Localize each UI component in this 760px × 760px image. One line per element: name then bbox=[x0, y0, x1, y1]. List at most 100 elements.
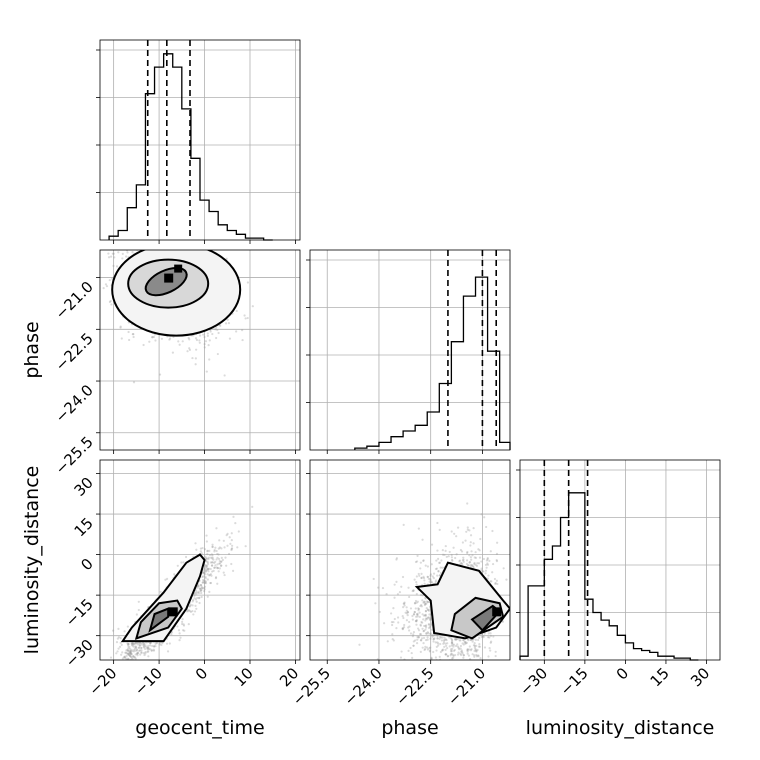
scatter-point bbox=[426, 575, 429, 579]
scatter-point bbox=[466, 652, 469, 655]
scatter-point bbox=[136, 652, 139, 655]
scatter-point bbox=[154, 339, 157, 342]
scatter-point bbox=[237, 530, 240, 533]
scatter-point bbox=[473, 649, 476, 653]
scatter-point bbox=[464, 642, 467, 645]
scatter-point bbox=[182, 561, 185, 564]
scatter-point bbox=[478, 556, 482, 559]
scatter-point bbox=[198, 339, 201, 342]
scatter-point bbox=[401, 627, 404, 630]
scatter-point bbox=[412, 631, 416, 634]
scatter-point bbox=[211, 570, 214, 573]
scatter-point bbox=[152, 648, 155, 651]
scatter-point bbox=[472, 644, 476, 647]
scatter-point bbox=[466, 648, 469, 652]
scatter-point bbox=[428, 649, 432, 652]
scatter-point bbox=[139, 653, 142, 656]
scatter-point bbox=[422, 576, 426, 580]
scatter-point bbox=[132, 643, 135, 646]
scatter-point bbox=[209, 573, 212, 576]
scatter-geocent_time-luminosity_distance bbox=[109, 505, 254, 660]
scatter-point bbox=[395, 557, 398, 560]
scatter-point bbox=[181, 622, 184, 626]
scatter-point bbox=[401, 575, 405, 579]
scatter-point bbox=[422, 629, 425, 633]
scatter-point bbox=[199, 583, 202, 587]
scatter-point bbox=[118, 645, 122, 648]
scatter-point bbox=[206, 595, 209, 598]
scatter-point bbox=[228, 536, 231, 539]
scatter-point bbox=[494, 581, 497, 585]
scatter-point bbox=[227, 322, 231, 325]
scatter-point bbox=[134, 646, 137, 649]
scatter-point bbox=[217, 331, 220, 335]
scatter-point bbox=[422, 601, 425, 604]
scatter-point bbox=[127, 652, 130, 655]
scatter-point bbox=[482, 557, 485, 561]
scatter-point bbox=[219, 564, 223, 567]
scatter-point bbox=[127, 653, 130, 656]
scatter-point bbox=[194, 357, 197, 360]
scatter-point bbox=[140, 646, 143, 650]
scatter-point bbox=[130, 653, 133, 656]
scatter-point bbox=[171, 351, 174, 354]
scatter-point bbox=[218, 567, 221, 570]
scatter-point bbox=[127, 653, 131, 657]
scatter-point bbox=[465, 562, 468, 566]
scatter-point bbox=[123, 630, 126, 633]
scatter-point bbox=[120, 337, 123, 340]
scatter-point bbox=[146, 647, 149, 650]
scatter-point bbox=[128, 654, 132, 658]
scatter-point bbox=[225, 257, 228, 260]
scatter-point bbox=[224, 322, 228, 325]
scatter-point bbox=[173, 573, 176, 576]
scatter-point bbox=[461, 652, 464, 655]
scatter-point bbox=[204, 555, 207, 558]
scatter-point bbox=[420, 637, 424, 640]
scatter-point bbox=[126, 251, 129, 254]
scatter-point bbox=[436, 637, 439, 640]
density-peak bbox=[168, 607, 178, 617]
scatter-point bbox=[372, 577, 375, 581]
scatter-point bbox=[183, 629, 186, 632]
scatter-point bbox=[154, 642, 157, 645]
scatter-point bbox=[107, 252, 110, 255]
scatter-point bbox=[199, 583, 203, 587]
scatter-point bbox=[147, 644, 150, 647]
scatter-point bbox=[135, 652, 139, 655]
scatter-point bbox=[381, 586, 385, 590]
scatter-point bbox=[451, 641, 454, 645]
scatter-point bbox=[203, 343, 206, 346]
scatter-point bbox=[165, 642, 169, 645]
scatter-point bbox=[459, 653, 463, 657]
scatter-point bbox=[144, 651, 147, 654]
scatter-point bbox=[477, 638, 480, 642]
scatter-point bbox=[398, 591, 402, 594]
scatter-point bbox=[486, 577, 489, 580]
histogram-phase bbox=[354, 276, 511, 450]
scatter-point bbox=[416, 635, 419, 639]
scatter-point bbox=[469, 534, 473, 537]
scatter-point bbox=[405, 612, 408, 615]
scatter-point bbox=[176, 564, 179, 567]
scatter-point bbox=[225, 564, 228, 567]
scatter-point bbox=[420, 576, 423, 579]
scatter-point bbox=[204, 568, 207, 572]
scatter-point bbox=[402, 602, 405, 605]
scatter-point bbox=[440, 636, 443, 639]
scatter-point bbox=[424, 639, 428, 642]
scatter-point bbox=[126, 648, 129, 651]
scatter-point bbox=[208, 590, 211, 593]
scatter-point bbox=[215, 566, 218, 569]
scatter-point bbox=[453, 637, 457, 641]
scatter-point bbox=[108, 278, 111, 282]
scatter-point bbox=[191, 604, 194, 607]
scatter-point bbox=[486, 558, 489, 561]
scatter-point bbox=[139, 649, 142, 652]
scatter-point bbox=[206, 560, 209, 563]
scatter-point bbox=[424, 564, 427, 567]
scatter-point bbox=[236, 546, 239, 549]
scatter-point bbox=[189, 610, 193, 614]
scatter-point bbox=[138, 643, 141, 646]
scatter-point bbox=[189, 603, 192, 606]
